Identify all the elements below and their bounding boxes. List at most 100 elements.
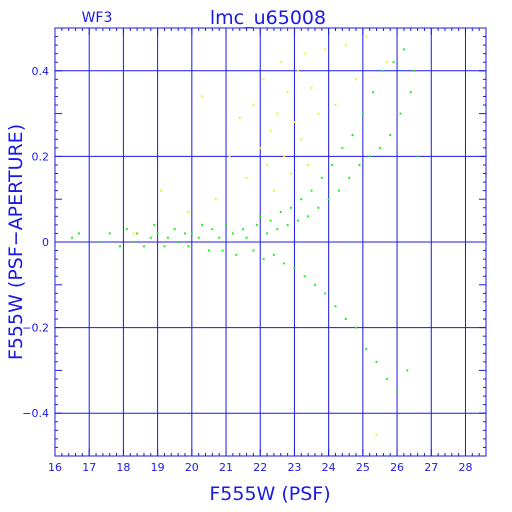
data-point: [242, 228, 245, 231]
data-point: [252, 249, 255, 252]
flagged-data-point: [132, 232, 135, 235]
flagged-data-point: [365, 35, 368, 38]
x-tick-label: 28: [458, 461, 472, 474]
data-point: [355, 326, 358, 329]
data-point: [317, 206, 320, 209]
data-point: [98, 241, 101, 243]
data-point: [183, 232, 186, 235]
data-point: [211, 228, 214, 231]
flagged-data-point: [375, 433, 378, 436]
data-point: [416, 155, 419, 158]
data-point: [262, 258, 265, 261]
flagged-data-point: [310, 86, 313, 89]
flagged-data-point: [296, 69, 299, 72]
flagged-data-point: [324, 48, 327, 51]
data-point: [197, 236, 200, 239]
x-tick-label: 17: [82, 461, 96, 474]
data-point: [225, 223, 228, 226]
y-tick-label: 0.4: [32, 65, 50, 78]
flagged-data-point: [279, 61, 282, 64]
data-point: [300, 198, 303, 201]
data-point: [125, 228, 128, 231]
data-point: [382, 69, 385, 72]
x-tick-label: 18: [116, 461, 130, 474]
tick-labels: 16 17 18 19 20 21 22 23 24 25 26 27 28 −0.4 −0.2 0 0.2 0.…: [22, 65, 472, 474]
data-point: [71, 236, 74, 239]
data-point: [266, 232, 269, 235]
data-point: [231, 232, 234, 235]
y-axis-label: F555W (PSF−APERTURE): [5, 124, 27, 360]
data-point: [402, 48, 405, 51]
axes: [54, 27, 487, 457]
flagged-data-point: [238, 116, 241, 119]
y-tick-label: 0: [42, 236, 49, 249]
flagged-data-point: [245, 176, 248, 179]
data-point: [132, 241, 135, 243]
data-point: [221, 249, 224, 252]
data-point: [153, 223, 156, 226]
flagged-data-point: [290, 172, 293, 175]
data-point: [310, 189, 313, 192]
data-point: [156, 232, 159, 235]
flagged-data-point: [300, 138, 303, 141]
data-point: [313, 283, 316, 286]
flagged-data-point: [266, 163, 269, 166]
data-point: [279, 211, 282, 214]
data-point: [269, 219, 272, 222]
x-tick-label: 22: [253, 461, 267, 474]
data-point: [166, 236, 169, 239]
data-point: [177, 241, 180, 243]
x-tick-label: 16: [48, 461, 62, 474]
data-point: [324, 292, 327, 295]
flagged-data-point: [334, 104, 337, 107]
data-point: [320, 176, 323, 179]
data-point: [283, 262, 286, 265]
grid-lines: [55, 28, 486, 456]
x-tick-label: 24: [322, 461, 336, 474]
data-point: [307, 215, 310, 218]
flagged-data-point: [286, 91, 289, 94]
data-point: [173, 228, 176, 231]
flagged-data-point: [355, 78, 358, 81]
flagged-data-point: [187, 211, 190, 214]
x-tick-label: 23: [287, 461, 301, 474]
data-point: [378, 146, 381, 149]
data-points: [71, 35, 419, 436]
data-point: [296, 219, 299, 222]
data-point: [118, 245, 121, 248]
flagged-data-point: [272, 189, 275, 192]
flagged-data-point: [303, 52, 306, 55]
data-point: [276, 228, 279, 231]
data-point: [207, 249, 210, 252]
data-point: [341, 146, 344, 149]
data-point: [286, 223, 289, 226]
flagged-data-point: [160, 189, 163, 192]
flagged-data-point: [276, 112, 279, 115]
data-point: [327, 198, 330, 201]
data-point: [348, 176, 351, 179]
y-tick-label: −0.2: [22, 322, 49, 335]
flagged-data-point: [201, 95, 204, 98]
flagged-data-point: [317, 112, 320, 115]
y-tick-label: −0.4: [22, 407, 49, 420]
data-point: [375, 360, 378, 363]
data-point: [136, 232, 139, 235]
data-point: [259, 215, 262, 218]
x-tick-label: 19: [151, 461, 165, 474]
data-point: [272, 253, 275, 256]
data-point: [396, 390, 399, 393]
data-point: [149, 236, 152, 239]
chart-title: lmc_u65008: [210, 7, 326, 29]
data-point: [406, 369, 409, 372]
data-point: [187, 245, 190, 248]
data-point: [358, 163, 361, 166]
data-point: [399, 112, 402, 115]
flagged-data-point: [385, 61, 388, 64]
data-point: [201, 223, 204, 226]
data-point: [142, 245, 145, 248]
data-point: [409, 91, 412, 94]
data-point: [365, 348, 368, 350]
flagged-data-point: [269, 129, 272, 132]
data-point: [368, 155, 371, 158]
data-point: [245, 236, 248, 239]
